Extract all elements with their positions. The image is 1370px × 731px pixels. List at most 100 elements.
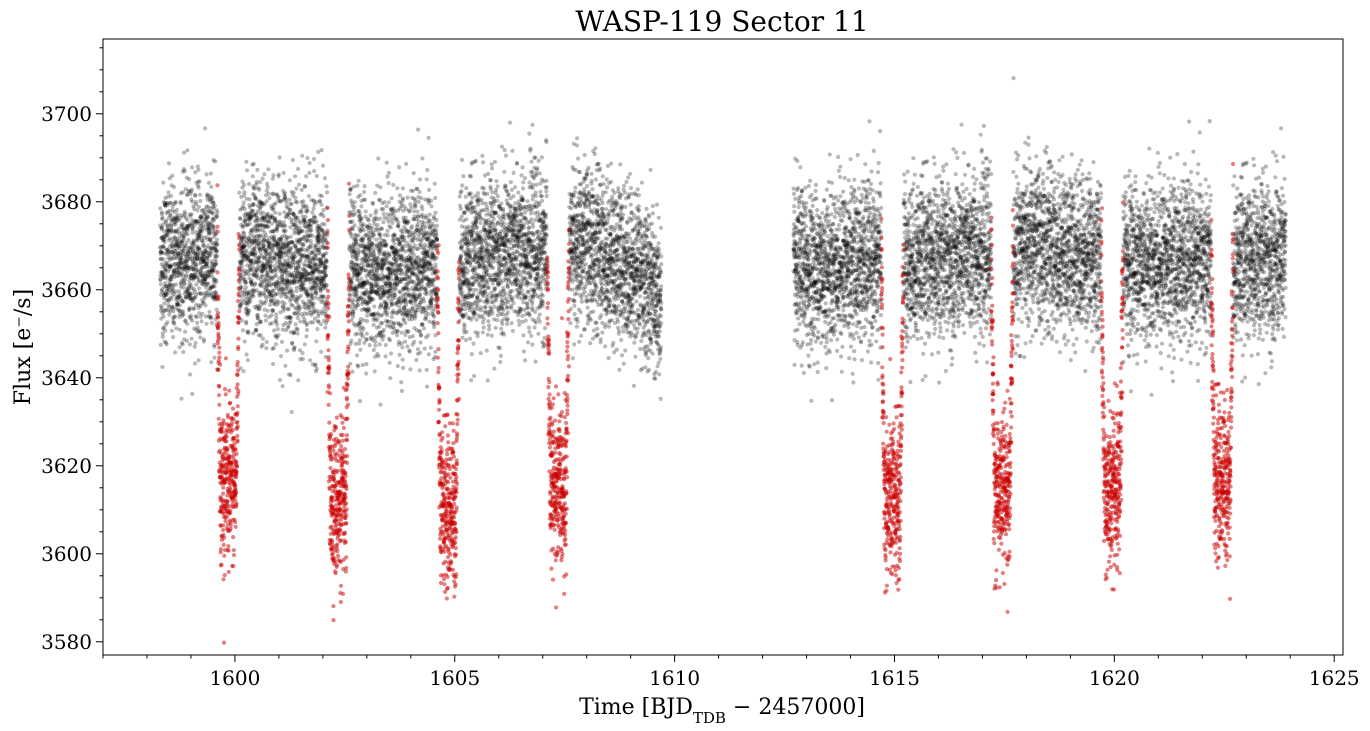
flux-point: [177, 264, 182, 269]
flux-point: [286, 306, 291, 311]
flux-point: [500, 144, 505, 149]
flux-point: [185, 257, 190, 262]
flux-point: [392, 293, 397, 298]
flux-point: [170, 204, 175, 209]
flux-point: [198, 314, 203, 319]
flux-point: [411, 171, 416, 176]
flux-point: [169, 264, 174, 269]
flux-point: [163, 220, 168, 225]
flux-point: [418, 340, 423, 345]
flux-point: [169, 274, 174, 279]
flux-point: [388, 376, 393, 381]
flux-point: [158, 273, 163, 278]
flux-point: [193, 295, 198, 300]
flux-point: [361, 237, 366, 242]
flux-point: [179, 213, 184, 218]
flux-point: [200, 264, 205, 270]
flux-point: [384, 160, 389, 165]
flux-point: [158, 308, 164, 313]
flux-point: [181, 167, 186, 172]
flux-point: [469, 378, 474, 383]
flux-point: [517, 322, 522, 327]
flux-point: [180, 310, 185, 315]
flux-point: [165, 233, 170, 238]
flux-point: [483, 288, 488, 294]
flux-point: [251, 294, 256, 299]
flux-point: [200, 278, 206, 283]
flux-point: [265, 185, 270, 190]
flux-point: [163, 281, 168, 286]
flux-point: [159, 256, 164, 261]
flux-point: [175, 262, 180, 267]
flux-point: [357, 249, 362, 254]
flux-point: [293, 195, 298, 200]
flux-point: [388, 225, 393, 230]
flux-point: [179, 239, 184, 245]
flux-point: [192, 361, 198, 366]
flux-point: [176, 273, 181, 278]
flux-point: [188, 296, 193, 301]
flux-point: [193, 340, 198, 345]
flux-point: [194, 180, 199, 185]
flux-point: [199, 250, 204, 255]
flux-point: [324, 184, 329, 189]
flux-point: [191, 204, 196, 209]
flux-point: [191, 267, 196, 272]
flux-point: [405, 195, 410, 200]
flux-point: [405, 344, 410, 349]
flux-point: [373, 343, 378, 348]
flux-point: [185, 248, 190, 253]
flux-point: [194, 327, 199, 333]
flux-point: [182, 262, 187, 267]
flux-point: [168, 264, 173, 269]
flux-point: [161, 308, 166, 313]
flux-point: [160, 271, 165, 276]
flux-point: [481, 186, 486, 191]
flux-point: [163, 266, 168, 271]
flux-point: [164, 200, 169, 206]
flux-point: [194, 233, 200, 238]
flux-point: [194, 315, 199, 320]
flux-point: [191, 277, 196, 282]
flux-point: [311, 301, 316, 306]
flux-point: [185, 258, 190, 263]
flux-point: [198, 198, 203, 204]
flux-point: [180, 221, 185, 226]
flux-point: [165, 263, 170, 268]
flux-point: [177, 345, 182, 350]
flux-point: [158, 244, 163, 250]
flux-point: [378, 185, 383, 190]
flux-point: [290, 340, 295, 345]
flux-point: [181, 227, 187, 232]
flux-point: [175, 215, 180, 220]
flux-point: [159, 270, 164, 275]
flux-point: [191, 238, 196, 243]
flux-point: [290, 289, 295, 294]
flux-point: [189, 275, 194, 280]
flux-point: [294, 289, 299, 294]
flux-point: [319, 148, 324, 153]
flux-point: [170, 229, 175, 234]
flux-point: [509, 288, 515, 294]
flux-point: [476, 191, 481, 196]
flux-point: [513, 185, 518, 190]
flux-point: [187, 281, 192, 287]
flux-point: [403, 215, 408, 220]
flux-point: [188, 245, 193, 250]
flux-point: [501, 208, 506, 213]
flux-point: [195, 250, 200, 255]
flux-point: [185, 224, 190, 229]
flux-point: [519, 173, 524, 178]
flux-point: [241, 200, 246, 205]
flux-point: [209, 360, 214, 365]
flux-point: [207, 309, 212, 314]
flux-point: [313, 215, 318, 220]
flux-point: [183, 211, 188, 216]
flux-point: [162, 202, 168, 207]
flux-point: [185, 251, 190, 256]
flux-point: [293, 322, 298, 327]
flux-point: [164, 284, 169, 289]
flux-point: [173, 289, 178, 294]
flux-point: [167, 264, 172, 269]
flux-point: [176, 260, 182, 266]
